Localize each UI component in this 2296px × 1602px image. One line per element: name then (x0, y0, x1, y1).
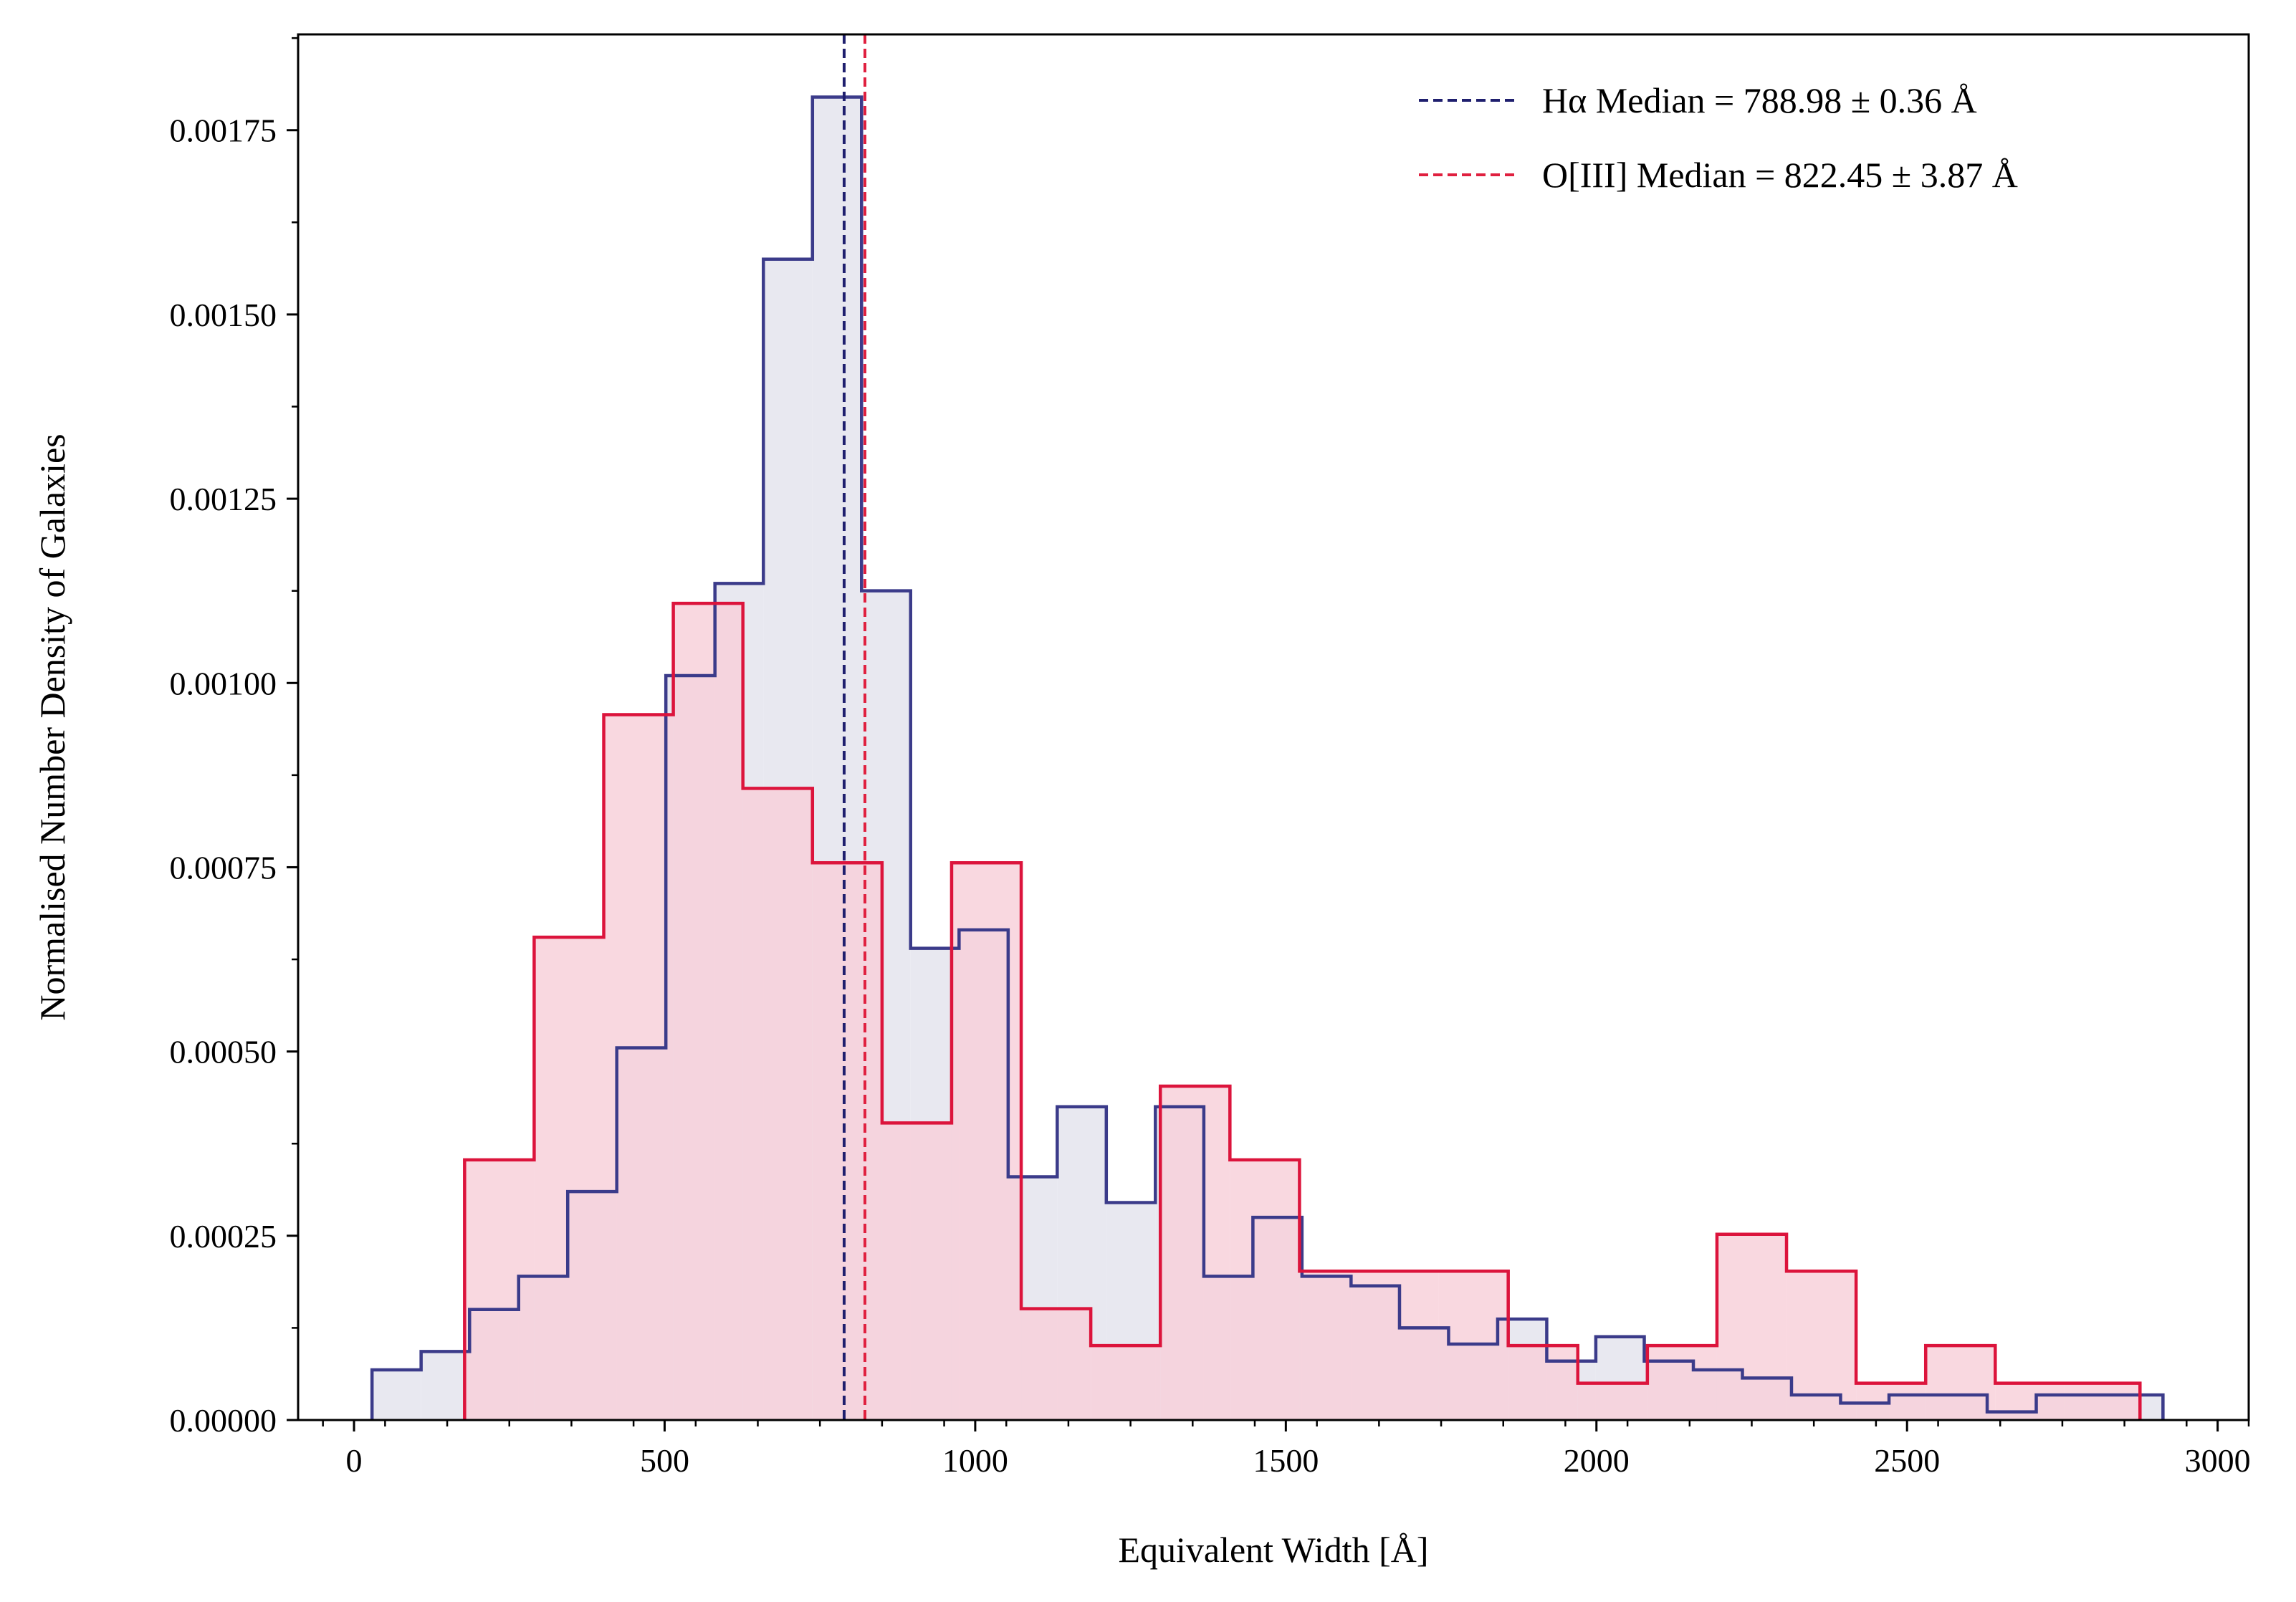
bar-oiii (1508, 1346, 1578, 1420)
plot-frame (297, 33, 2250, 1421)
bar-oiii (1369, 1271, 1439, 1420)
legend-label-oiii: O[III] Median = 822.45 ± 3.87 Å (1542, 155, 2018, 195)
bar-oiii (1299, 1271, 1369, 1420)
bar-oiii (1647, 1346, 1717, 1420)
x-axis-label: Equivalent Width [Å] (1118, 1530, 1428, 1570)
bar-halpha (421, 1351, 470, 1420)
bar-oiii (464, 1159, 535, 1420)
x-axis: 0 500 1000 1500 2000 2500 3000 (322, 1420, 2251, 1479)
bar-oiii (1926, 1346, 1996, 1420)
bar-oiii (673, 603, 743, 1420)
median-lines (842, 34, 866, 1420)
bar-oiii (534, 937, 604, 1420)
step-outline-oiii (463, 601, 2142, 1420)
bar-oiii (603, 714, 674, 1420)
series-oiii (464, 603, 2140, 1420)
bar-oiii (812, 863, 882, 1420)
y-tick-label: 0.00175 (170, 112, 277, 149)
bar-oiii (1021, 1308, 1091, 1420)
bar-halpha (372, 1370, 421, 1420)
x-tick-label: 500 (640, 1442, 689, 1479)
y-tick-label: 0.00075 (170, 849, 277, 886)
y-tick-label: 0.00000 (170, 1402, 277, 1439)
bar-oiii (1786, 1271, 1857, 1420)
histogram-bars (370, 95, 2165, 1421)
bar-oiii (1577, 1383, 1647, 1420)
bar-oiii (2065, 1383, 2140, 1420)
bar-oiii (1160, 1085, 1230, 1420)
x-tick-label: 1000 (942, 1442, 1008, 1479)
y-tick-label: 0.00025 (170, 1218, 277, 1255)
x-tick-label: 3000 (2185, 1442, 2251, 1479)
bar-oiii (1716, 1234, 1787, 1420)
y-axis-label: Normalised Number Density of Galaxies (32, 433, 72, 1020)
legend-label-halpha: Hα Median = 788.98 ± 0.36 Å (1542, 80, 1977, 120)
y-tick-label: 0.00100 (170, 665, 277, 701)
bar-oiii (951, 863, 1022, 1420)
legend: Hα Median = 788.98 ± 0.36 Å O[III] Median… (1419, 80, 2018, 195)
bar-oiii (1091, 1346, 1161, 1420)
bar-oiii (1230, 1159, 1300, 1420)
y-tick-label: 0.00125 (170, 481, 277, 517)
x-tick-label: 0 (346, 1442, 363, 1479)
bar-oiii (1995, 1383, 2065, 1420)
y-tick-label: 0.00150 (170, 297, 277, 333)
step-outline-halpha (370, 95, 2165, 1420)
x-tick-label: 1500 (1253, 1442, 1319, 1479)
bar-oiii (881, 1123, 952, 1420)
bar-oiii (742, 788, 813, 1420)
y-axis: 0.00000 0.00025 0.00050 0.00075 0.00100 0.001… (170, 37, 298, 1439)
y-tick-label: 0.00050 (170, 1034, 277, 1070)
x-tick-label: 2500 (1874, 1442, 1940, 1479)
x-tick-label: 2000 (1564, 1442, 1630, 1479)
